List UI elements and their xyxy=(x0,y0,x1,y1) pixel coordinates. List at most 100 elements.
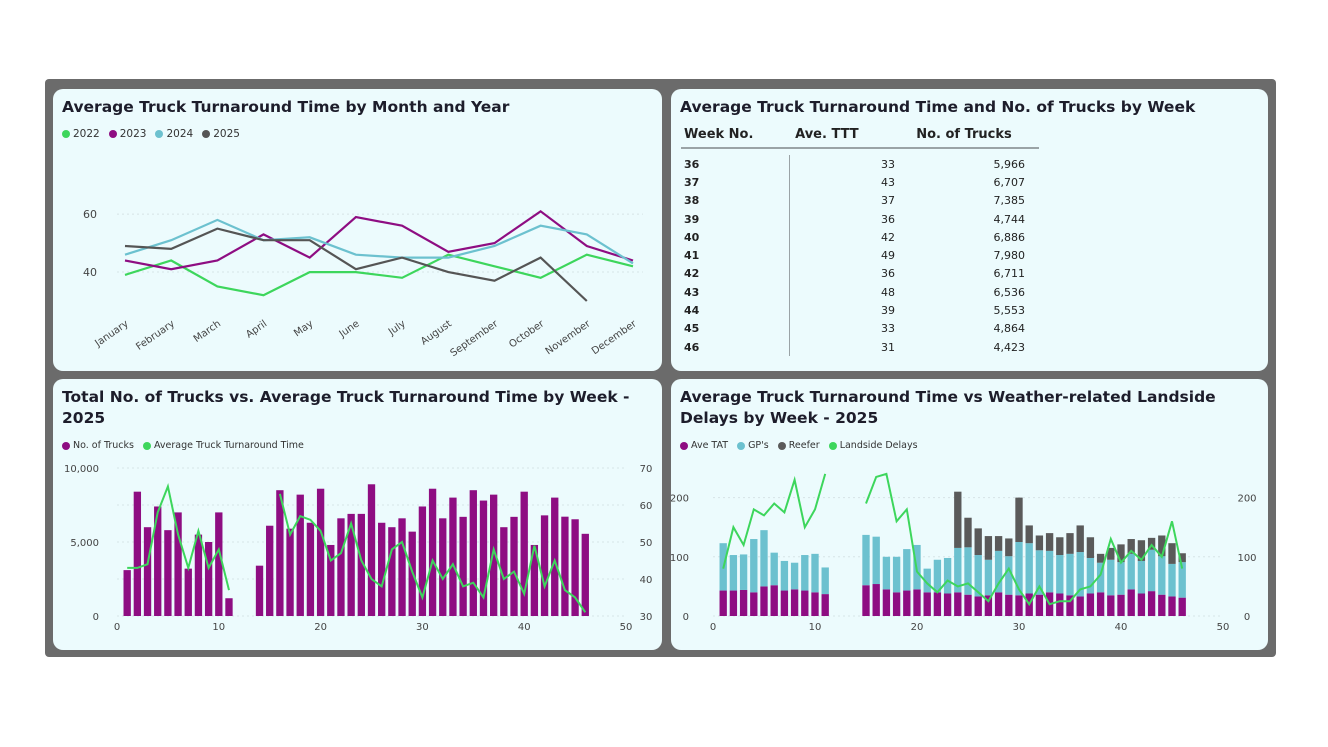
legend-marker xyxy=(142,441,151,450)
bar-ave-tat xyxy=(1158,594,1166,616)
series-line-2023 xyxy=(124,209,634,271)
table-row: 45 33 4,864 xyxy=(681,319,1039,338)
legend-label: Landside Delays xyxy=(839,440,918,451)
bar-ave-tat xyxy=(1096,592,1105,616)
table-cell: 7,385 xyxy=(993,194,1026,208)
combo-chart-ttt-delays: 0 100 200 0 100 200 0 10 20 30 40 50 xyxy=(671,472,1257,633)
legend-label: 2023 xyxy=(119,128,147,140)
table-cell: 45 xyxy=(684,322,700,336)
bar-trucks xyxy=(540,515,549,616)
table-cell: 36 xyxy=(789,209,905,229)
legend-marker xyxy=(62,130,70,138)
table-cell: 5,966 xyxy=(993,157,1026,171)
x-tick-label: May xyxy=(292,318,315,339)
bar-ave-tat xyxy=(760,586,768,616)
series-line-landside-delays xyxy=(722,472,1184,607)
bar-reefer xyxy=(1117,544,1125,563)
table-cell: 48 xyxy=(789,283,905,302)
y-right-tick-label: 200 xyxy=(1237,494,1256,505)
series-line-ttt xyxy=(127,483,587,613)
x-tick-label: October xyxy=(507,318,547,350)
bar-gps xyxy=(994,550,1003,593)
bar-reefer xyxy=(984,536,993,560)
bar-ave-tat xyxy=(964,594,972,616)
bar-gps xyxy=(770,552,778,586)
bar-trucks xyxy=(367,484,376,616)
legend-item: Landside Delays xyxy=(828,440,918,451)
bar-reefer xyxy=(974,528,982,556)
bar-gps xyxy=(1096,562,1105,593)
y-tick-label: 40 xyxy=(83,266,97,279)
bar-ave-tat xyxy=(1086,593,1095,616)
bar-trucks xyxy=(296,494,304,616)
legend-item: Reefer xyxy=(777,440,820,451)
bar-trucks xyxy=(571,519,579,616)
legend-item: 2023 xyxy=(108,128,147,140)
y-right-tick-label: 100 xyxy=(1237,553,1256,564)
bar-gps xyxy=(923,568,931,593)
bar-trucks xyxy=(418,506,427,616)
y-tick-label: 60 xyxy=(83,208,97,221)
bar-ave-tat xyxy=(882,589,891,616)
panel-title: Total No. of Trucks vs. Average Truck Tu… xyxy=(62,388,630,427)
x-tick-label: November xyxy=(544,318,594,357)
bar-trucks xyxy=(561,516,569,616)
bar-trucks xyxy=(449,497,457,616)
x-tick-label: 20 xyxy=(911,622,924,633)
table-row: 40 42 6,886 xyxy=(681,228,1039,247)
y-left-tick-label: 10,000 xyxy=(64,464,99,475)
table-cell: 33 xyxy=(789,319,905,338)
bar-reefer xyxy=(954,491,962,548)
bar-ave-tat xyxy=(954,592,962,616)
x-tick-label: 50 xyxy=(620,622,633,633)
x-tick-label: 30 xyxy=(416,622,429,633)
table-row: 38 37 7,385 xyxy=(681,191,1039,210)
bar-ave-tat xyxy=(1066,595,1074,616)
bar-gps xyxy=(790,562,799,590)
bar-trucks xyxy=(439,518,447,616)
x-tick-label: April xyxy=(244,318,269,340)
table-cell: 4,744 xyxy=(993,212,1026,226)
bar-gps xyxy=(872,536,880,585)
table-cell: 6,711 xyxy=(993,267,1026,281)
bar-trucks xyxy=(255,565,264,616)
bar-reefer xyxy=(1035,535,1044,551)
table-header: Week No. Ave. TTT No. of Trucks xyxy=(681,121,1039,149)
legend-item: 2025 xyxy=(202,128,240,140)
legend-item: No. of Trucks xyxy=(62,440,134,451)
legend-label: 2022 xyxy=(73,128,100,140)
bar-ave-tat xyxy=(811,592,819,616)
table-cell: 37 xyxy=(684,175,700,189)
bar-gps xyxy=(729,555,738,591)
bar-trucks xyxy=(133,491,142,616)
legend-item: GP's xyxy=(737,440,769,451)
x-tick-label: 20 xyxy=(314,622,327,633)
bar-reefer xyxy=(1158,535,1166,557)
bar-reefer xyxy=(1045,533,1054,551)
bar-trucks xyxy=(530,544,539,616)
bar-ave-tat xyxy=(974,596,982,616)
bar-trucks xyxy=(184,568,192,616)
bar-ave-tat xyxy=(1168,596,1176,616)
legend-item: Ave TAT xyxy=(680,440,728,451)
bar-reefer xyxy=(1096,553,1105,563)
bar-ave-tat xyxy=(1117,594,1125,616)
table-row: 41 49 7,980 xyxy=(681,246,1039,265)
bar-trucks xyxy=(327,544,335,616)
panel-title: Average Truck Turnaround Time by Month a… xyxy=(62,98,510,116)
y-right-tick-label: 30 xyxy=(640,612,653,623)
header-trucks: No. of Trucks xyxy=(916,126,1012,142)
table-cell: 42 xyxy=(789,228,905,247)
y-left-tick-label: 100 xyxy=(671,553,689,564)
table-cell: 39 xyxy=(789,301,905,320)
y-right-tick-label: 60 xyxy=(640,501,653,512)
bar-trucks xyxy=(479,500,488,616)
combo-chart-trucks-ttt: 30 40 50 60 70 0 5,000 10,000 0 10 20 30 40 50 xyxy=(64,464,653,633)
table-row: 42 36 6,711 xyxy=(681,264,1039,284)
x-tick-label: July xyxy=(386,318,408,338)
table-cell: 4,864 xyxy=(993,322,1026,336)
bar-reefer xyxy=(1056,537,1064,556)
legend-marker xyxy=(155,130,164,138)
x-tick-label: 40 xyxy=(1115,622,1128,633)
bar-trucks xyxy=(520,491,528,616)
